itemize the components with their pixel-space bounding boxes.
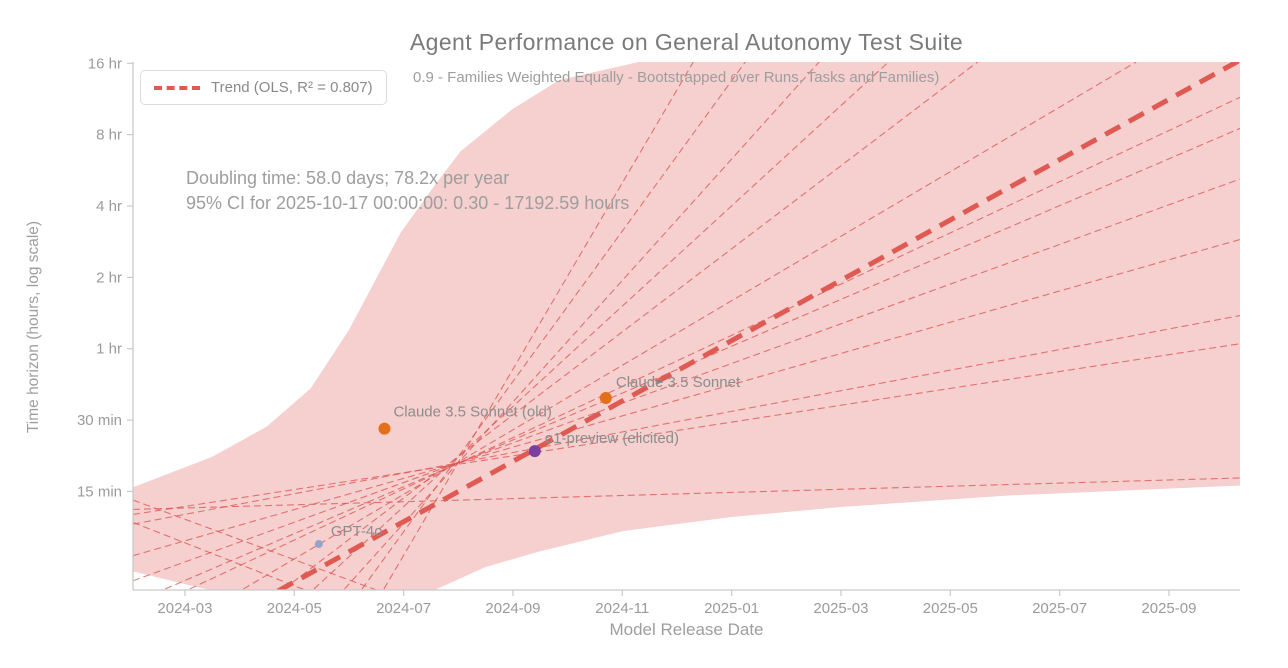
bootstrap-trend-line bbox=[189, 96, 1240, 590]
x-tick-label: 2024-03 bbox=[157, 600, 212, 617]
y-tick-label: 4 hr bbox=[96, 198, 122, 215]
data-point-label-claude-3-5-sonnet: Claude 3.5 Sonnet bbox=[616, 374, 741, 391]
bootstrap-trend-line bbox=[133, 238, 1240, 557]
trend-line-icon bbox=[154, 85, 200, 90]
y-tick-label: 30 min bbox=[77, 412, 122, 429]
annotation-doubling-time: Doubling time: 58.0 days; 78.2x per year bbox=[186, 168, 510, 188]
bootstrap-trend-line bbox=[133, 521, 306, 590]
bootstrap-trend-line bbox=[133, 178, 1240, 582]
y-tick-label: 16 hr bbox=[88, 55, 122, 72]
confidence-band bbox=[133, 62, 1240, 590]
legend: Trend (OLS, R² = 0.807) bbox=[140, 70, 387, 105]
chart-title: Agent Performance on General Autonomy Te… bbox=[409, 29, 964, 55]
y-tick-label: 2 hr bbox=[96, 269, 122, 286]
data-point-label-claude-3-5-sonnet-old: Claude 3.5 Sonnet (old) bbox=[393, 404, 551, 421]
bootstrap-trend-line bbox=[133, 315, 1240, 525]
x-tick-label: 2025-05 bbox=[923, 600, 978, 617]
bootstrap-trend-line bbox=[344, 62, 820, 590]
x-tick-label: 2024-05 bbox=[267, 600, 322, 617]
bootstrap-trend-line bbox=[361, 62, 746, 590]
data-point-gpt-4o bbox=[314, 540, 323, 549]
y-axis-label: Time horizon (hours, log scale) bbox=[25, 220, 42, 434]
data-point-label-o1-preview-elicited: o1-preview (elicited) bbox=[545, 430, 679, 447]
bootstrap-trend-line bbox=[313, 62, 889, 590]
data-point-claude-3-5-sonnet-old bbox=[378, 422, 391, 435]
x-tick-label: 2025-09 bbox=[1141, 600, 1196, 617]
y-tick-label: 8 hr bbox=[96, 127, 122, 144]
y-tick-label: 1 hr bbox=[96, 341, 122, 358]
legend-trend-label: Trend (OLS, R² = 0.807) bbox=[211, 79, 373, 96]
data-point-o1-preview-elicited bbox=[528, 445, 541, 458]
bootstrap-trend-line bbox=[243, 62, 1137, 590]
annotation-confidence-interval: 95% CI for 2025-10-17 00:00:00: 0.30 - 1… bbox=[186, 193, 630, 213]
trend-line bbox=[276, 62, 1240, 590]
x-tick-label: 2024-07 bbox=[376, 600, 431, 617]
x-tick-label: 2024-09 bbox=[485, 600, 540, 617]
bootstrap-trend-line bbox=[133, 477, 1240, 510]
chart-subtitle: 0.9 - Families Weighted Equally - Bootst… bbox=[413, 69, 940, 86]
x-axis-label: Model Release Date bbox=[609, 620, 764, 639]
x-tick-label: 2024-11 bbox=[595, 600, 649, 617]
x-tick-label: 2025-07 bbox=[1032, 600, 1087, 617]
x-tick-label: 2025-03 bbox=[813, 600, 868, 617]
data-point-label-gpt-4o: GPT-4o bbox=[331, 523, 383, 540]
y-tick-label: 15 min bbox=[77, 483, 122, 500]
x-tick-label: 2025-01 bbox=[704, 600, 759, 617]
data-point-claude-3-5-sonnet bbox=[599, 391, 612, 404]
bootstrap-trend-line bbox=[383, 62, 694, 590]
bootstrap-trend-line bbox=[283, 62, 978, 590]
bootstrap-trend-line bbox=[165, 127, 1240, 590]
